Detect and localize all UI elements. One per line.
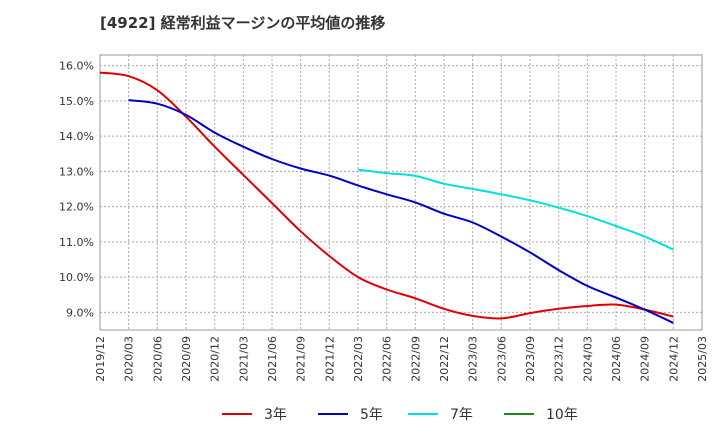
x-tick-label: 2022/06: [381, 336, 394, 382]
legend-label-1: 5年: [360, 407, 383, 423]
series-line-2: [357, 168, 674, 251]
y-tick-label: 11.0%: [59, 236, 94, 249]
y-tick-label: 12.0%: [59, 201, 94, 214]
series-lines: [99, 71, 674, 324]
x-tick-label: 2024/09: [639, 336, 652, 382]
x-tick-label: 2021/12: [323, 336, 336, 382]
x-tick-label: 2021/06: [266, 336, 279, 382]
x-tick-label: 2022/03: [352, 336, 365, 382]
x-tick-label: 2023/06: [495, 336, 508, 382]
x-tick-label: 2020/12: [209, 336, 222, 382]
y-tick-label: 14.0%: [59, 130, 94, 143]
y-tick-label: 13.0%: [59, 165, 94, 178]
plot-area: [99, 54, 703, 331]
x-tick-label: 2021/03: [237, 336, 250, 382]
y-tick-label: 16.0%: [59, 60, 94, 73]
x-tick-label: 2019/12: [94, 336, 107, 382]
legend-label-3: 10年: [546, 407, 578, 423]
series-line-0: [99, 71, 674, 320]
x-tick-label: 2024/06: [610, 336, 623, 382]
x-tick-label: 2023/03: [467, 336, 480, 382]
y-tick-label: 10.0%: [59, 271, 94, 284]
x-axis-ticks: 2019/12 2020/03 2020/06 2020/09 2020/12 2021/…: [94, 336, 709, 382]
grid: [100, 55, 702, 330]
x-tick-label: 2025/03: [696, 336, 709, 382]
x-tick-label: 2021/09: [295, 336, 308, 382]
x-tick-label: 2022/12: [438, 336, 451, 382]
y-tick-label: 15.0%: [59, 95, 94, 108]
legend: 3年 5年 7年 10年: [222, 407, 578, 423]
legend-label-0: 3年: [264, 407, 287, 423]
x-tick-label: 2024/12: [667, 336, 680, 382]
y-tick-label: 9.0%: [66, 306, 94, 319]
chart-title: [4922] 経常利益マージンの平均値の推移: [100, 14, 385, 32]
x-tick-label: 2022/09: [409, 336, 422, 382]
x-tick-label: 2024/03: [581, 336, 594, 382]
y-axis-ticks: 9.0% 10.0% 11.0% 12.0% 13.0% 14.0% 15.0% 16.0%: [59, 60, 94, 320]
x-tick-label: 2020/09: [180, 336, 193, 382]
x-tick-label: 2020/03: [123, 336, 136, 382]
legend-label-2: 7年: [450, 407, 473, 423]
x-tick-label: 2023/12: [553, 336, 566, 382]
x-tick-label: 2023/09: [524, 336, 537, 382]
x-tick-label: 2020/06: [151, 336, 164, 382]
series-line-1: [128, 99, 674, 324]
